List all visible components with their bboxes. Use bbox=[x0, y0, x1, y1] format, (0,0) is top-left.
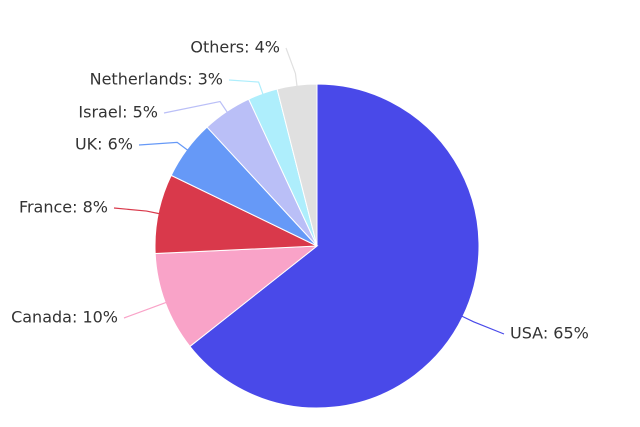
leader-line bbox=[285, 47, 298, 88]
leader-line bbox=[113, 207, 161, 215]
leader-line bbox=[163, 100, 229, 114]
slice-label: Israel: 5% bbox=[78, 103, 158, 122]
slice-label: USA: 65% bbox=[510, 324, 589, 343]
slice-label: Others: 4% bbox=[190, 38, 280, 57]
leader-line bbox=[138, 141, 189, 152]
leader-line bbox=[460, 315, 505, 335]
slice-label: Canada: 10% bbox=[11, 308, 118, 327]
slice-label: Netherlands: 3% bbox=[90, 70, 223, 89]
slice-label: UK: 6% bbox=[75, 135, 133, 154]
slice-label: France: 8% bbox=[19, 198, 108, 217]
leader-line bbox=[123, 301, 168, 319]
leader-line bbox=[228, 79, 264, 96]
